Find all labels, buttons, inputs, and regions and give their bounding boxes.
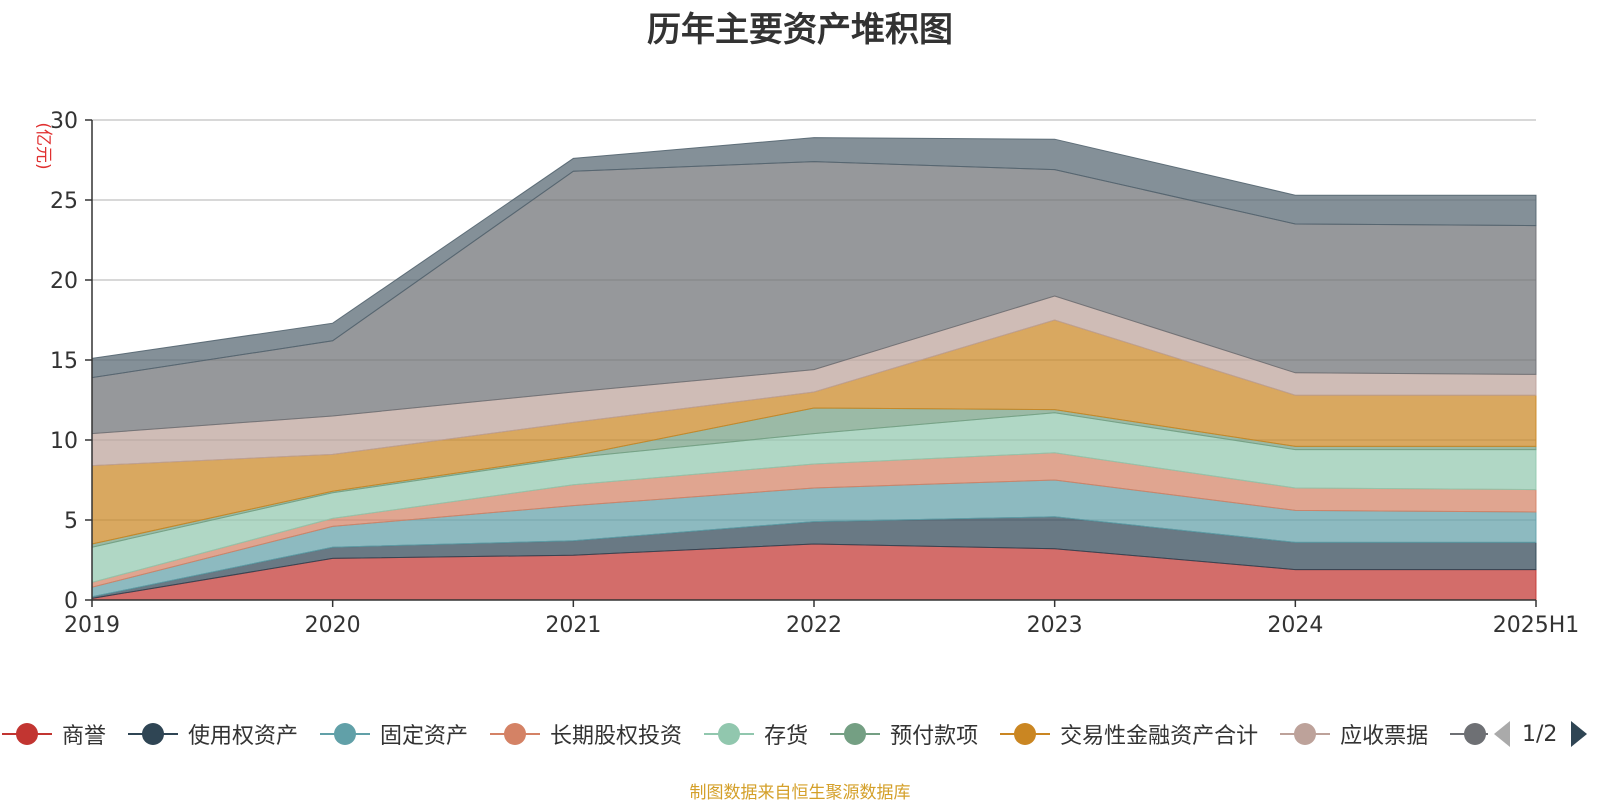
y-tick-label: 20 bbox=[50, 269, 78, 294]
y-tick-label: 15 bbox=[50, 349, 78, 374]
legend-marker bbox=[490, 723, 541, 745]
x-tick-label: 2022 bbox=[786, 613, 842, 638]
x-tick-label: 2019 bbox=[64, 613, 120, 638]
legend-label: 预付款项 bbox=[890, 724, 979, 749]
y-tick-label: 10 bbox=[50, 429, 78, 454]
chart-plot: 0 5 10 15 20 25 30 2019 2020 2021 2022 2023 2024 2025… bbox=[33, 109, 1580, 638]
legend: 商誉 使用权资产 固定资产 长期股权投资 存货 预付款项 交易性金融资产合计 应收票据货币资金… bbox=[0, 714, 1600, 754]
legend-item-0[interactable]: 商誉 bbox=[2, 714, 106, 754]
legend-label: 固定资产 bbox=[380, 724, 469, 749]
legend-label: 应收票据 bbox=[1340, 724, 1429, 749]
y-tick-label: 5 bbox=[64, 509, 78, 534]
x-tick-label: 2021 bbox=[545, 613, 601, 638]
legend-item-1[interactable]: 使用权资产 bbox=[128, 714, 298, 754]
legend-label: 存货 bbox=[764, 724, 809, 749]
legend-pager: 1/2 bbox=[1492, 714, 1589, 754]
legend-item-3[interactable]: 长期股权投资 bbox=[490, 714, 682, 754]
x-tick-label: 2025H1 bbox=[1493, 613, 1580, 638]
legend-marker bbox=[2, 723, 52, 745]
legend-marker bbox=[320, 723, 371, 745]
legend-marker bbox=[128, 723, 179, 745]
legend-page-indicator: 1/2 bbox=[1522, 721, 1558, 747]
legend-item-4[interactable]: 存货 bbox=[704, 714, 808, 754]
pager-prev-icon[interactable] bbox=[1492, 719, 1512, 749]
source-note: 制图数据来自恒生聚源数据库 bbox=[689, 783, 911, 803]
pager-next-icon[interactable] bbox=[1569, 719, 1589, 749]
legend-marker bbox=[1000, 723, 1051, 745]
x-tick-label: 2023 bbox=[1027, 613, 1083, 638]
legend-marker bbox=[1280, 723, 1331, 745]
y-tick-label: 0 bbox=[64, 589, 78, 614]
y-tick-label: 30 bbox=[50, 109, 78, 134]
legend-marker bbox=[830, 723, 881, 745]
legend-label: 使用权资产 bbox=[188, 724, 299, 749]
legend-marker bbox=[1450, 723, 1488, 745]
legend-label: 商誉 bbox=[62, 724, 107, 749]
chart-title: 历年主要资产堆积图 bbox=[647, 10, 953, 50]
x-tick-label: 2020 bbox=[305, 613, 361, 638]
y-axis-label: (亿元) bbox=[33, 122, 53, 169]
legend-label: 长期股权投资 bbox=[550, 724, 683, 749]
legend-item-8[interactable]: 货币资金 bbox=[1450, 714, 1488, 754]
legend-item-6[interactable]: 交易性金融资产合计 bbox=[1000, 714, 1258, 754]
legend-items: 商誉 使用权资产 固定资产 长期股权投资 存货 预付款项 交易性金融资产合计 应收票据货币资金… bbox=[0, 714, 1488, 754]
area-series-9 bbox=[91, 137, 1537, 379]
legend-item-2[interactable]: 固定资产 bbox=[320, 714, 468, 754]
legend-item-5[interactable]: 预付款项 bbox=[830, 714, 978, 754]
legend-item-7[interactable]: 应收票据 bbox=[1280, 714, 1428, 754]
legend-label: 交易性金融资产合计 bbox=[1060, 724, 1259, 749]
legend-marker bbox=[704, 723, 755, 745]
x-tick-label: 2024 bbox=[1267, 613, 1323, 638]
y-tick-label: 25 bbox=[50, 189, 78, 214]
